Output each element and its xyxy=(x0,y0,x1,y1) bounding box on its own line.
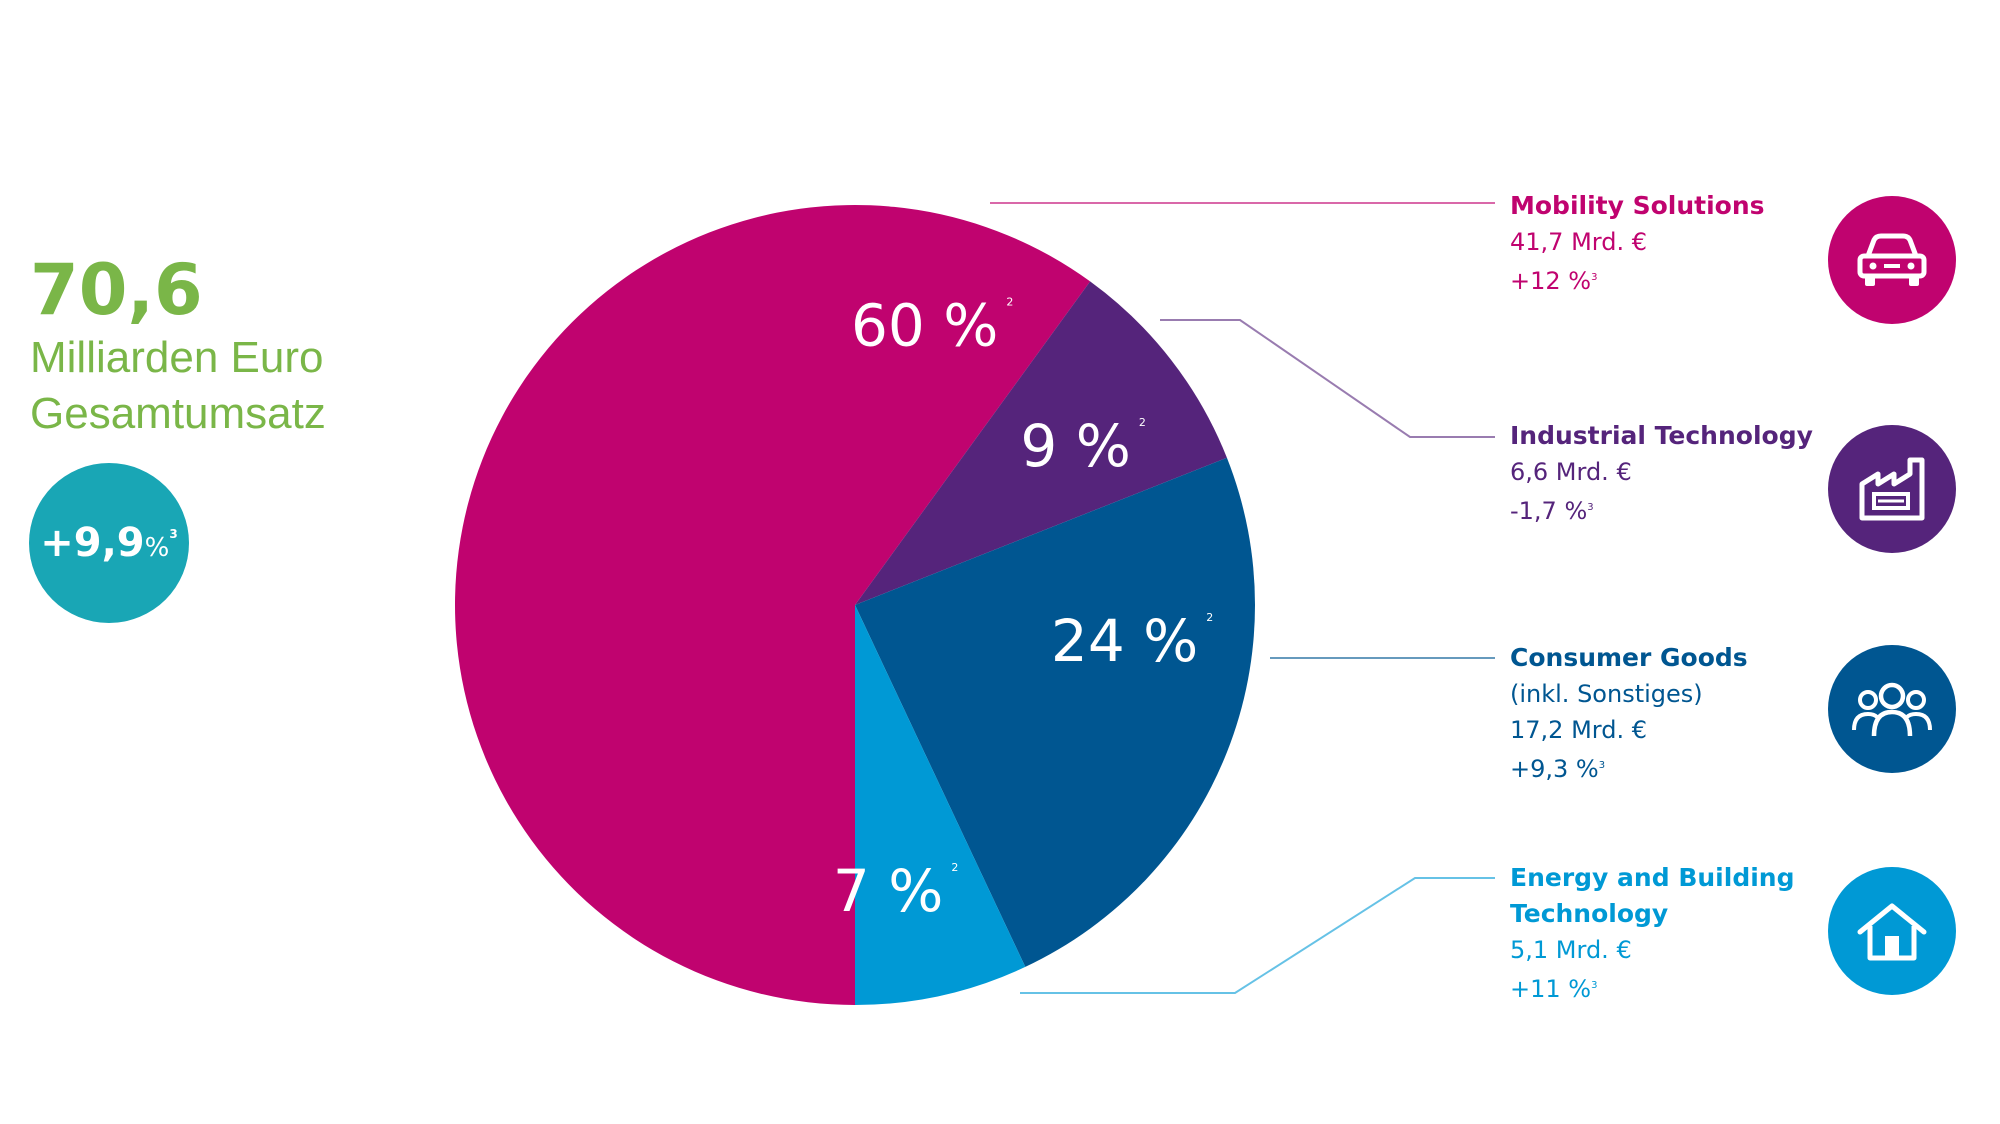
pie-slice-consumer-goods xyxy=(855,457,1255,967)
segment-growth: +12 % xyxy=(1510,267,1592,295)
segment-growth: -1,7 % xyxy=(1510,497,1588,525)
segment-revenue: 41,7 Mrd. € xyxy=(1510,228,1647,256)
pie-slice-industrial-technology xyxy=(855,281,1227,605)
pie-label-footnote: 2 xyxy=(1206,611,1213,624)
pie-label-footnote: 2 xyxy=(1139,416,1146,429)
pie-label-footnote: 2 xyxy=(951,861,958,874)
leader-line-industrial-technology xyxy=(1160,319,1495,438)
pie-label-mobility-solutions: 60 % xyxy=(851,292,998,360)
segment-revenue: 5,1 Mrd. € xyxy=(1510,936,1632,964)
factory-icon xyxy=(1828,425,1956,553)
total-revenue-caption: Gesamtumsatz xyxy=(30,389,326,438)
house-icon xyxy=(1828,867,1956,995)
growth-footnote: 3 xyxy=(169,527,178,541)
pie-slice-mobility-solutions xyxy=(455,205,1091,1005)
growth-badge-text: +9,9%3 xyxy=(40,520,177,566)
segment-growth: +11 % xyxy=(1510,975,1592,1003)
pie-label-industrial-technology: 9 % xyxy=(1020,412,1130,480)
segment-growth: +9,3 % xyxy=(1510,755,1599,783)
people-icon xyxy=(1828,645,1956,773)
segment-footnote: 3 xyxy=(1598,760,1606,771)
segment-revenue: 17,2 Mrd. € xyxy=(1510,716,1647,744)
segment-energy-building-technology: Energy and Building Technology 5,1 Mrd. … xyxy=(1510,860,1830,1007)
total-revenue-block: 70,6 Milliarden Euro Gesamtumsatz xyxy=(30,250,430,442)
segment-growth-row: +9,3 %3 xyxy=(1510,748,1830,787)
leader-line-energy-building-technology xyxy=(1020,877,1495,994)
segment-growth-row: -1,7 %3 xyxy=(1510,490,1830,529)
growth-value: +9,9 xyxy=(40,520,145,566)
pie-label-footnote: 2 xyxy=(1006,296,1013,309)
segment-growth-row: +12 %3 xyxy=(1510,260,1830,299)
total-revenue-value: 70,6 xyxy=(30,249,203,331)
segment-name: Consumer Goods xyxy=(1510,643,1748,672)
pie-label-consumer-goods: 24 % xyxy=(1051,607,1198,675)
growth-badge: +9,9%3 xyxy=(29,463,189,623)
total-revenue-unit: Milliarden Euro xyxy=(30,333,324,382)
pie-slice-energy-building-technology xyxy=(855,605,1026,1005)
segment-mobility-solutions: Mobility Solutions 41,7 Mrd. € +12 %3 xyxy=(1510,188,1830,299)
growth-unit: % xyxy=(144,533,170,563)
segment-extra: (inkl. Sonstiges) xyxy=(1510,680,1703,708)
segment-name-line1: Energy and Building xyxy=(1510,863,1795,892)
segment-consumer-goods: Consumer Goods (inkl. Sonstiges) 17,2 Mr… xyxy=(1510,640,1830,787)
segment-footnote: 3 xyxy=(1587,502,1594,513)
segment-footnote: 3 xyxy=(1591,980,1598,991)
segment-industrial-technology: Industrial Technology 6,6 Mrd. € -1,7 %3 xyxy=(1510,418,1830,529)
segment-footnote: 3 xyxy=(1591,272,1598,283)
segment-name-line2: Technology xyxy=(1510,899,1669,928)
car-icon xyxy=(1828,196,1956,324)
segment-name: Mobility Solutions xyxy=(1510,191,1765,220)
segment-revenue: 6,6 Mrd. € xyxy=(1510,458,1632,486)
pie-label-energy-building-technology: 7 % xyxy=(833,857,943,925)
segment-growth-row: +11 %3 xyxy=(1510,968,1830,1007)
segment-name: Industrial Technology xyxy=(1510,421,1813,450)
